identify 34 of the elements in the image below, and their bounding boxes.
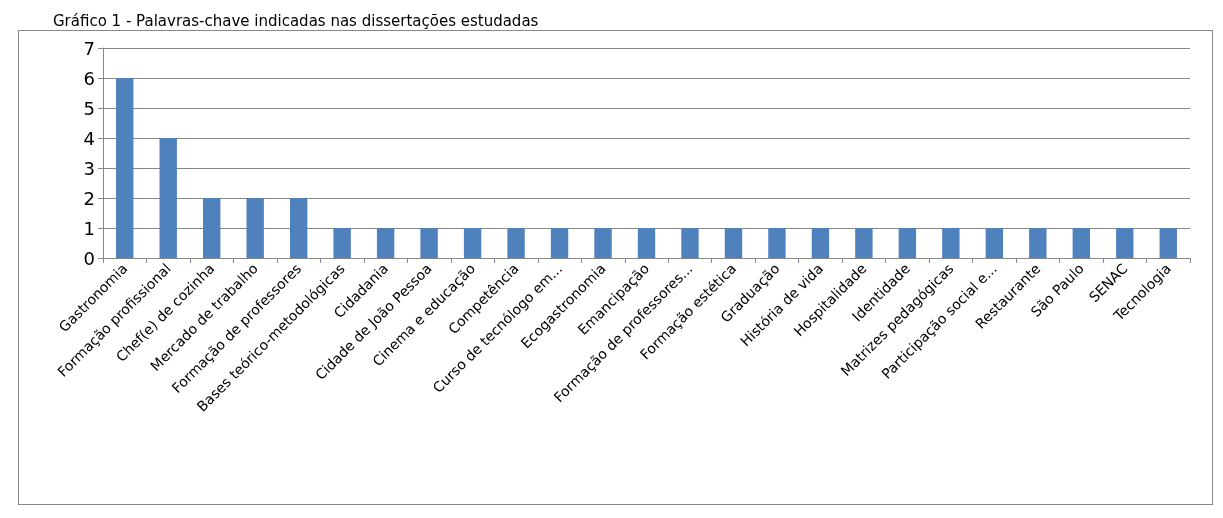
bar (594, 228, 612, 258)
bar (507, 228, 525, 258)
bar (637, 228, 656, 258)
bar (724, 228, 743, 258)
bar (203, 198, 221, 258)
y-tick-label: 5 (83, 97, 95, 119)
bar (985, 228, 1004, 258)
bar (420, 228, 438, 258)
bar (855, 228, 873, 258)
bar (1029, 228, 1047, 258)
bar (768, 228, 786, 258)
y-tick-label: 3 (83, 157, 95, 179)
bar (681, 228, 699, 258)
bar (289, 198, 308, 258)
bar (333, 228, 351, 258)
bar (463, 228, 482, 258)
y-tick-label: 0 (83, 247, 95, 269)
bar (1159, 228, 1177, 258)
bar (246, 198, 264, 258)
y-tick-label: 2 (83, 187, 95, 209)
bar (942, 228, 960, 258)
bar (376, 228, 395, 258)
chart-title: Gráfico 1 - Palavras-chave indicadas nas dissertações estudadas (53, 11, 539, 30)
bar (159, 138, 177, 258)
y-tick-label: 7 (83, 37, 95, 59)
y-tick-label: 6 (83, 67, 95, 89)
y-tick-label: 1 (83, 217, 95, 239)
bar (1116, 228, 1134, 258)
y-tick-label: 4 (83, 127, 95, 149)
bar (898, 228, 917, 258)
bar (1072, 228, 1090, 258)
bar (116, 78, 134, 258)
bar (811, 228, 830, 258)
bar (550, 228, 569, 258)
